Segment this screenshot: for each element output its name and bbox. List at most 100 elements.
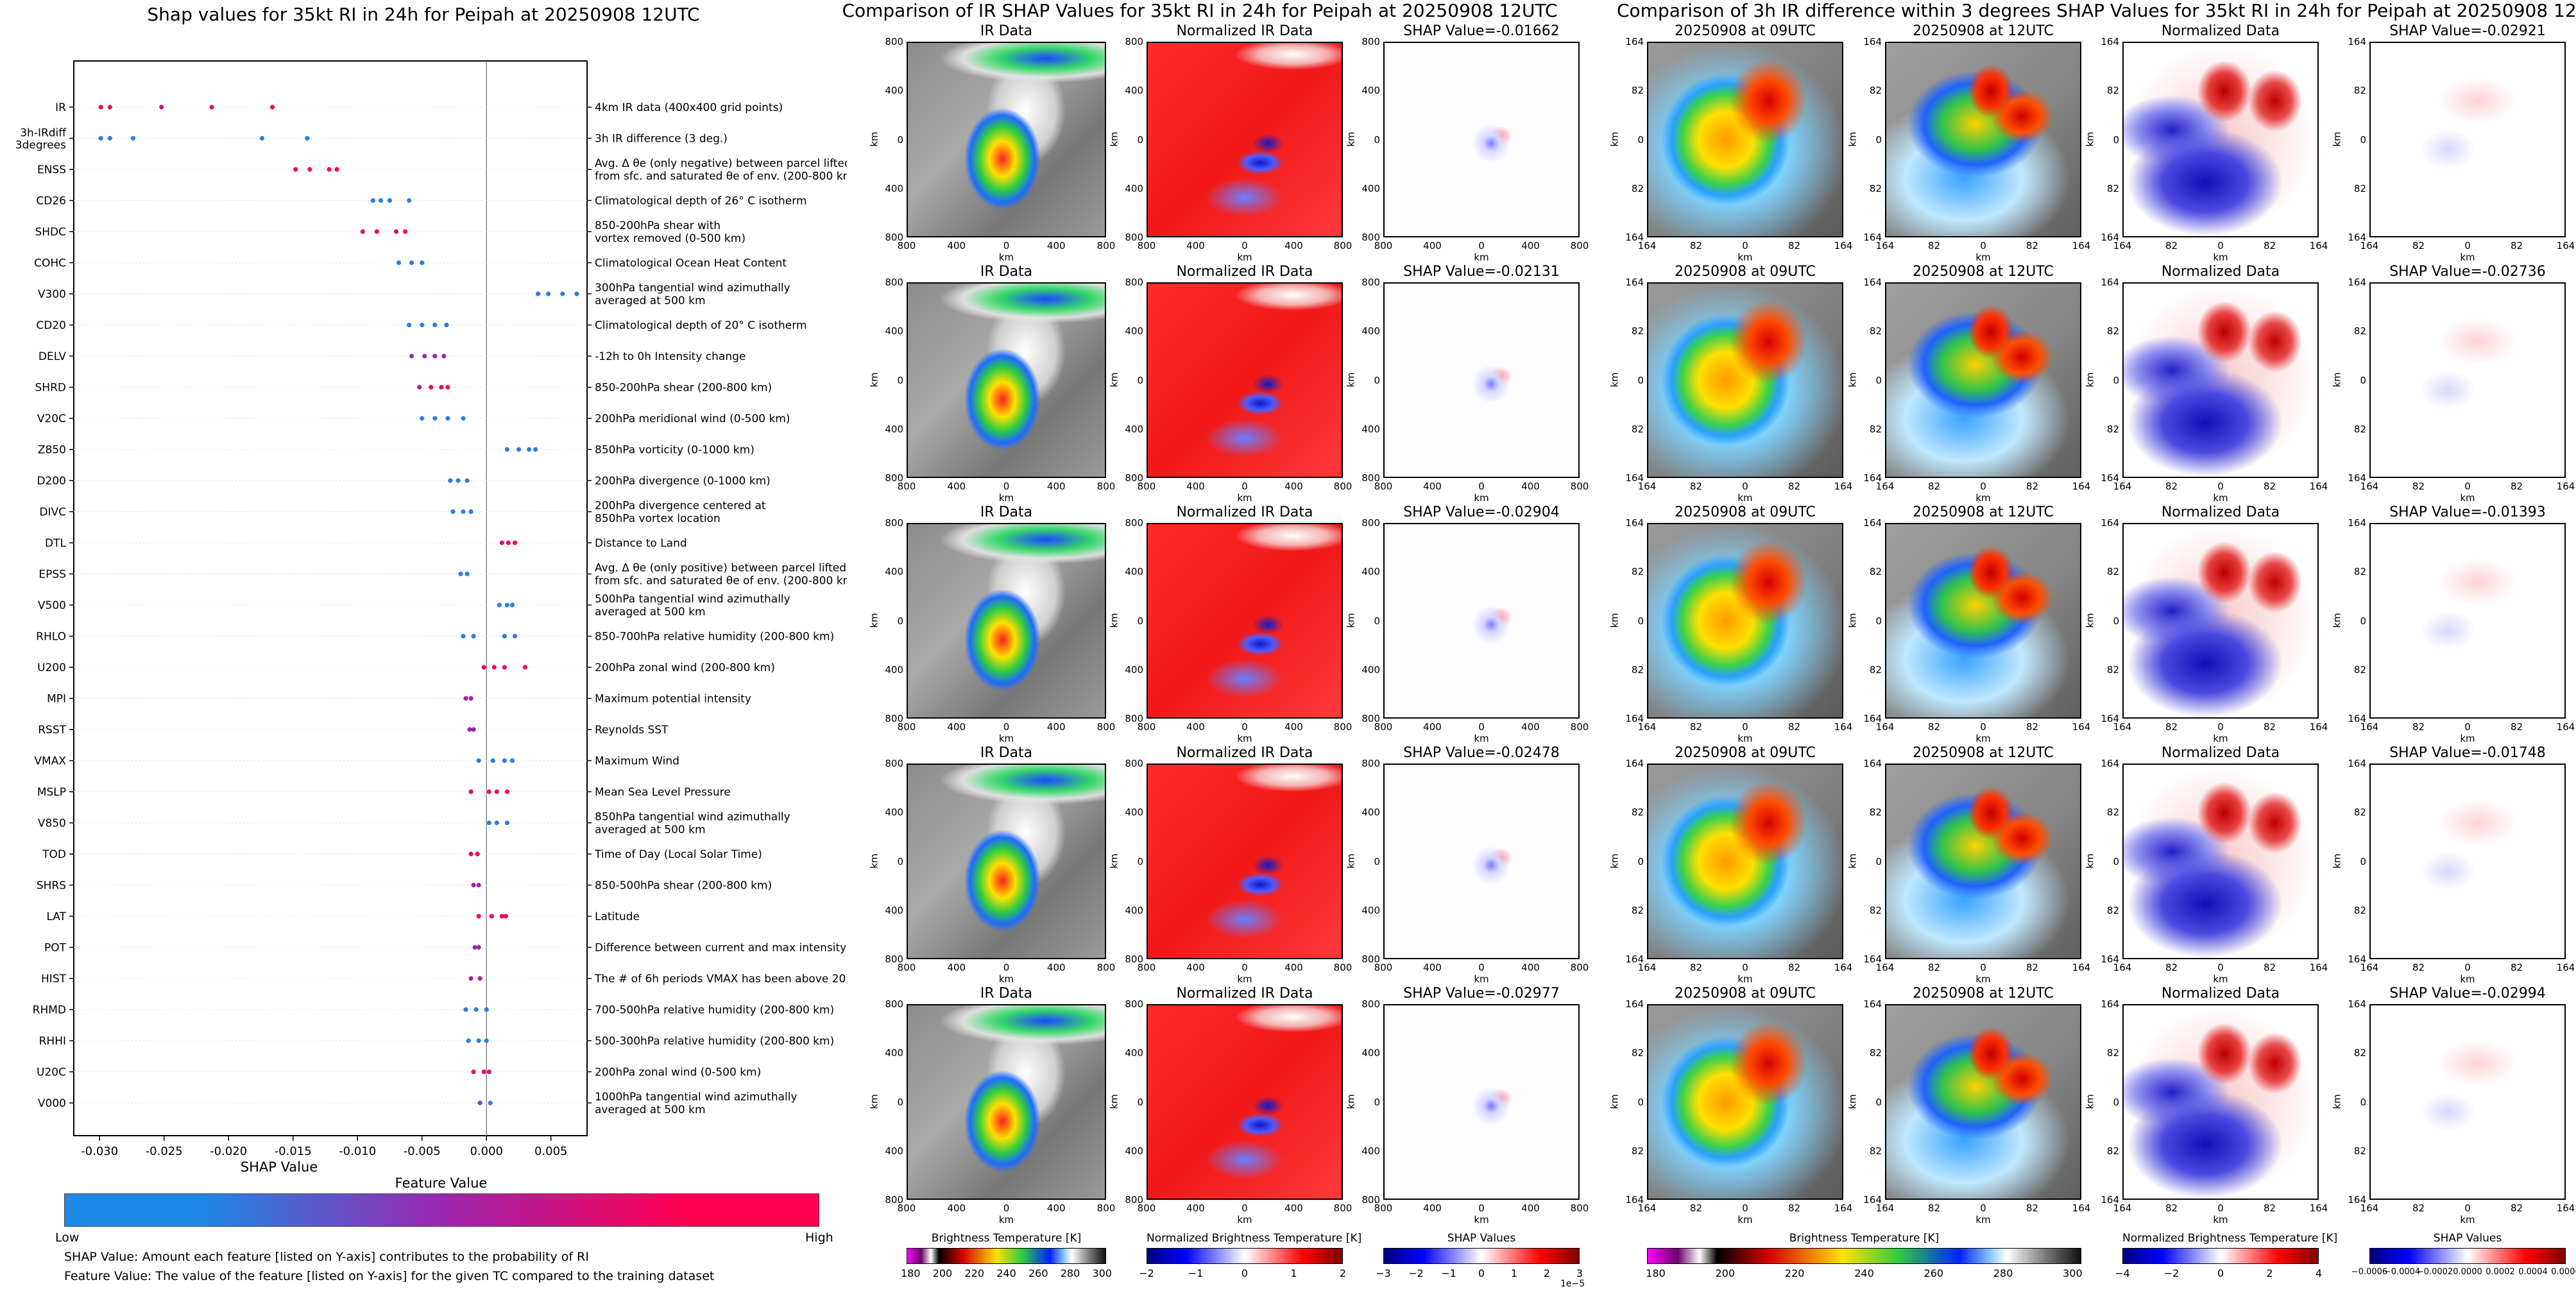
feature-code-label: MPI — [47, 693, 66, 706]
feature-code-label: COHC — [34, 257, 66, 270]
panel-x-tick-label: 800 — [897, 240, 916, 252]
panel-title: SHAP Value=-0.02921 — [2389, 23, 2546, 39]
panel-y-tick-label: 0 — [1374, 1096, 1380, 1108]
panel-x-tick-label: 400 — [1423, 1202, 1442, 1214]
panel-x-tick-label: 800 — [1137, 481, 1156, 492]
panel-y-unit: km — [1108, 371, 1120, 388]
panel-y-tick-label: 400 — [885, 807, 903, 819]
shap-point — [378, 198, 383, 203]
panel-x-tick-label: 164 — [1834, 481, 1853, 492]
panel-y-tick-label: 164 — [1863, 713, 1882, 724]
panel-x-tick-label: 82 — [1689, 1202, 1703, 1214]
feature-description-label: Avg. Δ θe (only positive) between parcel… — [595, 562, 847, 588]
panel-x-tick-label: 164 — [2072, 481, 2091, 492]
panel-title: SHAP Value=-0.02994 — [2389, 986, 2546, 1002]
panel-y-tick-label: 0 — [1875, 615, 1882, 627]
feature-code-label: SHDC — [35, 226, 66, 239]
feature-description-label: 300hPa tangential wind azimuthally averag… — [595, 282, 790, 307]
panel-x-tick-label: 82 — [2263, 1202, 2276, 1214]
panel-title: SHAP Value=-0.01393 — [2389, 504, 2546, 520]
feature-description-label: 850-500hPa shear (200-800 km) — [595, 880, 772, 892]
shap-point — [468, 696, 473, 701]
panel-y-tick-label: 82 — [1631, 904, 1644, 916]
colorbar-tick-label: 0 — [2217, 1267, 2224, 1279]
satellite-image-panel — [2122, 282, 2319, 478]
satellite-image-panel — [907, 764, 1106, 959]
panel-x-tick-label: 82 — [2263, 481, 2276, 492]
panel-y-tick-label: 400 — [1125, 325, 1143, 337]
panel-y-tick-label: 0 — [1137, 1096, 1143, 1108]
panel-y-tick-label: 400 — [1125, 807, 1143, 819]
panel-y-tick-label: 0 — [1875, 374, 1882, 386]
panel-x-unit: km — [998, 1214, 1014, 1225]
panel-x-tick-label: 164 — [2556, 481, 2575, 492]
panel-y-tick-label: 0 — [2360, 615, 2366, 627]
panel-y-unit: km — [2084, 131, 2096, 147]
panel-title: Normalized IR Data — [1176, 264, 1313, 280]
panel-x-tick-label: 164 — [2309, 240, 2328, 252]
colorbar-title: Brightness Temperature [K] — [1789, 1232, 1940, 1245]
shap-point — [441, 354, 447, 359]
colorbar-title: Normalized Brightness Temperature [K] — [1147, 1232, 1362, 1245]
shap-point — [432, 354, 438, 359]
shap-point — [456, 478, 461, 483]
panel-x-tick-label: 82 — [2510, 721, 2523, 733]
feature-code-label: EPSS — [38, 568, 66, 581]
colorbar-tick-label: −0.0004 — [2384, 1267, 2421, 1277]
feature-description-label: 200hPa divergence (0-1000 km) — [595, 475, 771, 488]
panel-x-unit: km — [1237, 252, 1252, 263]
panel-x-tick-label: 400 — [1423, 240, 1442, 252]
feature-code-label: LAT — [46, 910, 66, 923]
panel-x-unit: km — [1975, 733, 1991, 744]
panel-x-tick-label: 164 — [2113, 721, 2132, 733]
panel-y-unit: km — [1847, 131, 1859, 147]
panel-x-tick-label: 800 — [897, 1202, 916, 1214]
panel-y-tick-label: 82 — [1631, 85, 1644, 97]
panel-x-tick-label: 0 — [1478, 1202, 1485, 1214]
panel-y-tick-label: 0 — [897, 1096, 903, 1108]
panel-y-tick-label: 82 — [2353, 566, 2366, 578]
shap-point — [488, 1100, 493, 1105]
shap-map-panel — [1383, 42, 1580, 237]
feature-code-label: TOD — [42, 848, 66, 861]
panel-y-tick-label: 82 — [2106, 663, 2119, 676]
panel-x-tick-label: 400 — [947, 721, 966, 733]
panel-y-tick-label: 82 — [2106, 1047, 2119, 1059]
panel-x-tick-label: 82 — [2263, 721, 2276, 733]
shap-point — [468, 789, 473, 794]
shap-map-panel — [2369, 282, 2566, 478]
shap-point — [409, 354, 414, 359]
colorbar-tick-label: 220 — [964, 1267, 985, 1279]
panel-y-unit: km — [1608, 853, 1621, 869]
panel-y-tick-label: 0 — [1637, 855, 1644, 867]
panel-x-tick-label: 0 — [2464, 1202, 2471, 1214]
panel-y-tick-label: 164 — [2348, 1194, 2366, 1206]
panel-y-tick-label: 400 — [1361, 904, 1380, 916]
panel-x-tick-label: 164 — [1637, 721, 1657, 733]
panel-y-tick-label: 82 — [2353, 85, 2366, 97]
feature-code-label: ENSS — [37, 164, 66, 176]
panel-x-tick-label: 164 — [2309, 721, 2328, 733]
panel-y-tick-label: 800 — [1125, 517, 1143, 529]
panel-x-unit: km — [998, 973, 1014, 985]
panel-title: 20250908 at 12UTC — [1913, 745, 2054, 761]
panel-y-tick-label: 0 — [1374, 133, 1380, 146]
satellite-image-panel — [907, 523, 1106, 719]
panel-x-unit: km — [2460, 733, 2475, 744]
panel-y-tick-label: 164 — [1863, 1194, 1882, 1206]
shap-point — [107, 135, 112, 141]
panel-x-unit: km — [1737, 1214, 1753, 1225]
panel-x-unit: km — [1474, 1214, 1489, 1225]
panel-y-tick-label: 800 — [1361, 758, 1380, 769]
panel-y-tick-label: 400 — [1361, 1047, 1380, 1059]
feature-value-colorbar-title: Feature Value — [395, 1175, 488, 1191]
shap-point — [546, 291, 551, 296]
panel-title: IR Data — [980, 504, 1033, 520]
panel-y-tick-label: 0 — [1637, 133, 1644, 146]
shap-point — [475, 851, 480, 857]
panel-x-tick-label: 800 — [1333, 481, 1352, 492]
panel-y-tick-label: 164 — [1863, 36, 1882, 47]
colorbar-tick-label: 0.0002 — [2486, 1267, 2515, 1277]
colorbar-tick-label: 300 — [2063, 1267, 2083, 1279]
panel-x-tick-label: 0 — [1742, 1202, 1748, 1214]
